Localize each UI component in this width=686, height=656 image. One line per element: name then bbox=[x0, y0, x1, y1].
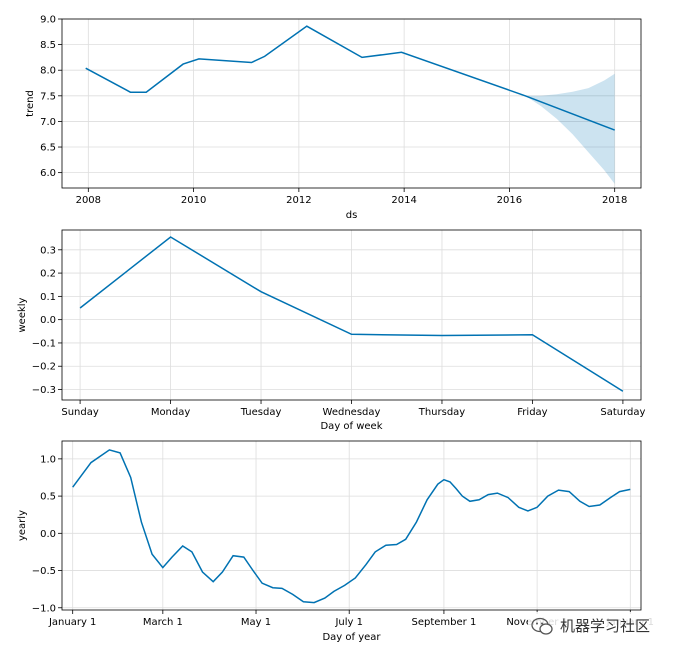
y-tick-label: 8.0 bbox=[40, 66, 56, 77]
x-tick-label: 2018 bbox=[602, 195, 627, 206]
y-tick-label: −0.3 bbox=[32, 385, 56, 396]
yearly-line bbox=[72, 449, 631, 604]
wechat-icon bbox=[531, 617, 553, 635]
watermark-backdrop bbox=[528, 612, 668, 638]
y-tick-label: 0.0 bbox=[40, 315, 56, 326]
trend-uncertainty-band bbox=[525, 73, 615, 184]
x-tick-label: January 1 bbox=[48, 617, 96, 628]
x-tick-label: 2014 bbox=[391, 195, 416, 206]
x-tick-label: Wednesday bbox=[323, 407, 381, 418]
x-tick-label: May 1 bbox=[241, 617, 271, 628]
trend-y-axis-label: trend bbox=[25, 90, 36, 117]
y-tick-label: 0.0 bbox=[40, 529, 56, 540]
yearly-x-axis-label: Day of year bbox=[322, 632, 381, 643]
y-tick-label: 1.0 bbox=[40, 454, 56, 465]
y-tick-label: −0.2 bbox=[32, 362, 56, 373]
y-tick-label: 0.1 bbox=[40, 292, 56, 303]
y-tick-label: 7.5 bbox=[40, 91, 56, 102]
weekly-x-axis-label: Day of week bbox=[320, 421, 382, 432]
x-tick-label: Friday bbox=[517, 407, 547, 418]
x-tick-label: Sunday bbox=[61, 407, 98, 418]
x-tick-label: 2012 bbox=[286, 195, 311, 206]
trend-axes-frame bbox=[61, 18, 642, 189]
y-tick-label: 6.0 bbox=[40, 168, 56, 179]
y-tick-label: −0.5 bbox=[32, 566, 56, 577]
x-tick-label: Saturday bbox=[600, 407, 645, 418]
y-tick-label: 0.2 bbox=[40, 269, 56, 280]
weekly-panel: Sunday Monday Tuesday Wednesday Thursday Frid… bbox=[17, 229, 646, 432]
trend-x-axis-label: ds bbox=[346, 210, 358, 221]
y-tick-label: −0.1 bbox=[32, 338, 56, 349]
x-tick-label: September 1 bbox=[412, 617, 477, 628]
x-tick-label: Thursday bbox=[418, 407, 466, 418]
trend-panel: 2008 2010 2012 2014 2016 2018 6.0 6.5 7.0 7.5 8.0 8… bbox=[25, 15, 642, 221]
yearly-axes-frame bbox=[61, 440, 642, 611]
y-tick-label: 7.0 bbox=[40, 117, 56, 128]
x-tick-label: 2016 bbox=[497, 195, 522, 206]
y-tick-label: 0.3 bbox=[40, 245, 56, 256]
x-tick-label: March 1 bbox=[143, 617, 183, 628]
y-tick-label: 9.0 bbox=[40, 15, 56, 26]
y-tick-label: 0.5 bbox=[40, 492, 56, 503]
x-tick-label: Monday bbox=[151, 407, 191, 418]
trend-line bbox=[85, 25, 615, 131]
watermark: 机器学习社区 bbox=[528, 612, 668, 638]
weekly-line bbox=[79, 236, 624, 392]
y-tick-label: −1.0 bbox=[32, 603, 56, 614]
x-tick-label: Tuesday bbox=[240, 407, 282, 418]
x-tick-label: 2010 bbox=[181, 195, 206, 206]
x-tick-label: 2008 bbox=[76, 195, 101, 206]
weekly-y-axis-label: weekly bbox=[17, 297, 28, 332]
watermark-text: 机器学习社区 bbox=[560, 617, 650, 635]
yearly-y-axis-label: yearly bbox=[17, 510, 28, 541]
y-tick-label: 6.5 bbox=[40, 143, 56, 154]
x-tick-label: July 1 bbox=[334, 617, 363, 628]
y-tick-label: 8.5 bbox=[40, 40, 56, 51]
